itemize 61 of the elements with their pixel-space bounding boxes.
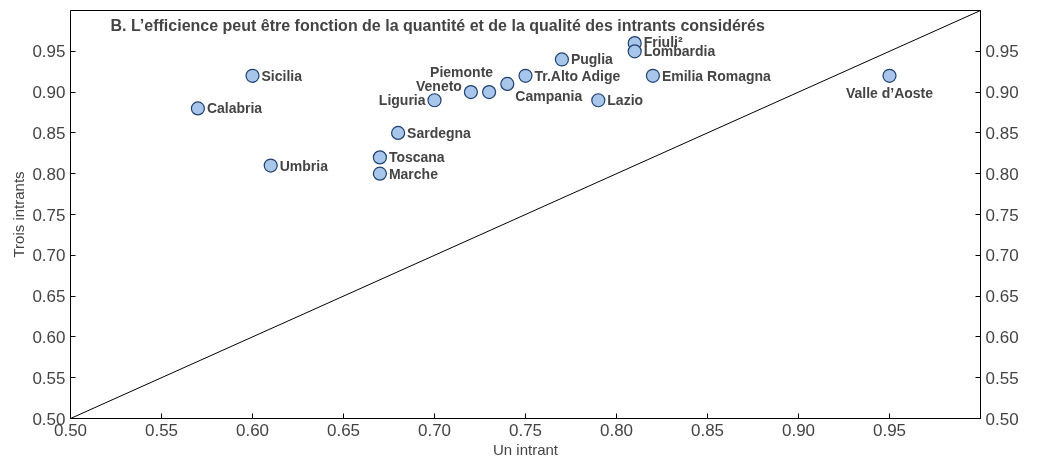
x-tick-label: 0.75 — [508, 420, 543, 440]
y-tick-label: 0.70 — [32, 246, 66, 266]
point — [518, 68, 533, 83]
y2-tick-label: 0.65 — [985, 287, 1019, 307]
y-tick-label: 0.95 — [32, 42, 66, 62]
y2-tick-label: 0.90 — [985, 83, 1019, 103]
annotation: Piemonte — [430, 64, 494, 81]
y-tick-label: 0.80 — [32, 164, 66, 184]
y-tick-label: 0.65 — [32, 287, 66, 307]
annotation: Emilia Romagna — [661, 67, 772, 84]
annotation: Campania — [515, 87, 583, 104]
point — [482, 85, 497, 100]
point — [627, 44, 642, 59]
annotation: Valle d’Aoste — [845, 84, 934, 101]
x-tick-label: 0.65 — [326, 420, 361, 440]
point — [190, 101, 205, 116]
y2-tick-label: 0.75 — [985, 205, 1019, 225]
annotation: Marche — [388, 165, 439, 182]
y2-tick-label: 0.85 — [985, 123, 1019, 143]
y2-tick-label: 0.80 — [985, 164, 1019, 184]
point — [882, 68, 897, 83]
annotation: Sicilia — [261, 67, 303, 84]
x-tick-label: 0.55 — [144, 420, 179, 440]
point — [245, 68, 260, 83]
chart-title: B. L’efficience peut être fonction de la quantité et de la qualité des intrants considérés — [110, 16, 765, 34]
point — [263, 158, 278, 173]
annotation: Veneto — [416, 78, 462, 95]
point — [372, 150, 387, 165]
point — [427, 93, 442, 108]
annotation: Sardegna — [407, 124, 472, 141]
annotation: Liguria — [378, 92, 426, 109]
point — [372, 166, 387, 181]
x-tick-label: 0.90 — [781, 420, 816, 440]
y-tick-label: 0.85 — [32, 123, 66, 143]
annotation: Tr.Alto Adige — [534, 67, 621, 84]
x-tick-label: 0.80 — [599, 420, 634, 440]
y-tick-label: 0.55 — [32, 368, 66, 388]
y-axis-title: Trois intrants — [10, 171, 28, 258]
annotation: Calabria — [206, 100, 263, 117]
y2-tick-label: 0.55 — [985, 368, 1019, 388]
point — [463, 85, 478, 100]
x-axis-title: Un intrant — [492, 440, 559, 458]
x-tick-label: 0.70 — [417, 420, 452, 440]
y2-tick-label: 0.70 — [985, 246, 1019, 266]
point — [391, 125, 406, 140]
point — [500, 76, 515, 92]
point — [591, 93, 606, 108]
x-tick-label: 0.60 — [235, 420, 270, 440]
annotation: Lazio — [607, 92, 644, 109]
annotation: Umbria — [279, 157, 329, 174]
y-tick-label: 0.60 — [32, 327, 66, 347]
y-tick-label: 0.90 — [32, 83, 66, 103]
annotation: Puglia — [570, 51, 614, 68]
x-tick-label: 0.85 — [690, 420, 725, 440]
annotation: Toscana — [388, 149, 445, 166]
point — [554, 52, 569, 67]
y2-tick-label: 0.95 — [985, 42, 1019, 62]
y2-tick-label: 0.60 — [985, 327, 1019, 347]
point — [645, 68, 660, 83]
x-tick-label: 0.95 — [872, 420, 907, 440]
y-tick-label: 0.75 — [32, 205, 66, 225]
